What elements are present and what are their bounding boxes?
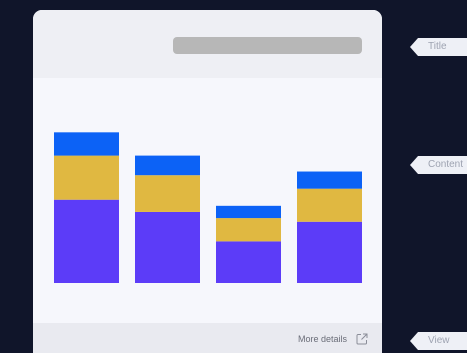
bar-3-segment-3 <box>216 205 281 219</box>
callout-view: View <box>410 332 467 350</box>
card-footer: More details <box>33 323 382 353</box>
card-content <box>33 78 382 323</box>
external-link-icon <box>356 333 368 345</box>
more-details-link[interactable]: More details <box>298 331 368 347</box>
bar-1-segment-1 <box>54 199 119 283</box>
callout-content-label: Content <box>428 159 464 170</box>
card-header <box>33 10 382 78</box>
stacked-bar-chart <box>54 132 362 283</box>
more-details-label: More details <box>297 334 347 344</box>
bar-4-segment-1 <box>297 221 362 283</box>
bar-2-segment-1 <box>135 211 200 283</box>
callout-view-label: View <box>428 335 450 346</box>
bar-3-segment-2 <box>216 218 281 242</box>
bar-4-segment-3 <box>297 171 362 189</box>
bar-1-segment-3 <box>54 132 119 156</box>
bar-3-segment-1 <box>216 241 281 283</box>
callout-content: Content <box>410 156 467 174</box>
bar-1-segment-2 <box>54 155 119 200</box>
card: More details <box>33 10 382 353</box>
bar-2-segment-3 <box>135 155 200 176</box>
callout-title: Title <box>410 38 467 56</box>
bar-4-segment-2 <box>297 188 362 222</box>
title-placeholder <box>173 37 362 54</box>
callout-title-label: Title <box>428 41 447 52</box>
bar-2-segment-2 <box>135 175 200 212</box>
